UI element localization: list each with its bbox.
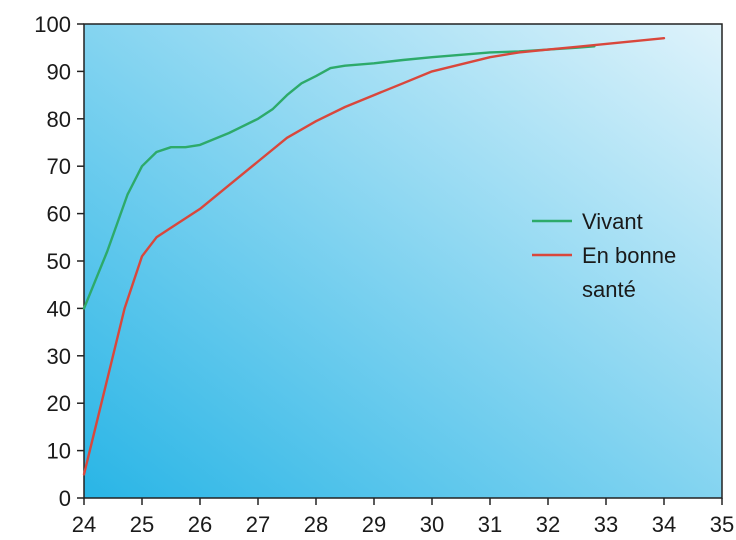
y-tick-label: 40 — [47, 296, 71, 321]
y-tick-label: 90 — [47, 59, 71, 84]
x-tick-label: 31 — [478, 512, 502, 537]
legend: Vivant En bonne santé — [532, 209, 676, 302]
x-tick-label: 28 — [304, 512, 328, 537]
x-tick-label: 24 — [72, 512, 96, 537]
series-layer — [82, 37, 666, 476]
x-tick-label: 32 — [536, 512, 560, 537]
y-axis-ticks: 0 10 20 30 40 50 60 70 80 90 100 — [34, 12, 84, 511]
legend-label: En bonne — [582, 243, 676, 268]
y-tick-label: 60 — [47, 202, 71, 227]
y-tick-label: 100 — [34, 12, 71, 37]
y-tick-label: 30 — [47, 344, 71, 369]
x-tick-label: 25 — [130, 512, 154, 537]
x-tick-label: 35 — [710, 512, 734, 537]
plot-area — [83, 23, 723, 499]
y-tick-label: 10 — [47, 439, 71, 464]
y-tick-label: 20 — [47, 391, 71, 416]
x-tick-label: 26 — [188, 512, 212, 537]
x-tick-label: 29 — [362, 512, 386, 537]
x-tick-label: 27 — [246, 512, 270, 537]
y-tick-label: 50 — [47, 249, 71, 274]
y-tick-label: 0 — [59, 486, 71, 511]
series-line-en-bonne-sante — [82, 37, 666, 476]
y-tick-label: 80 — [47, 107, 71, 132]
legend-label: Vivant — [582, 209, 643, 234]
x-axis-ticks: 24 25 26 27 28 29 30 31 32 33 34 35 — [72, 498, 734, 537]
legend-label: santé — [582, 277, 636, 302]
x-tick-label: 33 — [594, 512, 618, 537]
x-tick-label: 30 — [420, 512, 444, 537]
x-tick-label: 34 — [652, 512, 676, 537]
y-tick-label: 70 — [47, 154, 71, 179]
series-line-vivant — [82, 45, 596, 310]
